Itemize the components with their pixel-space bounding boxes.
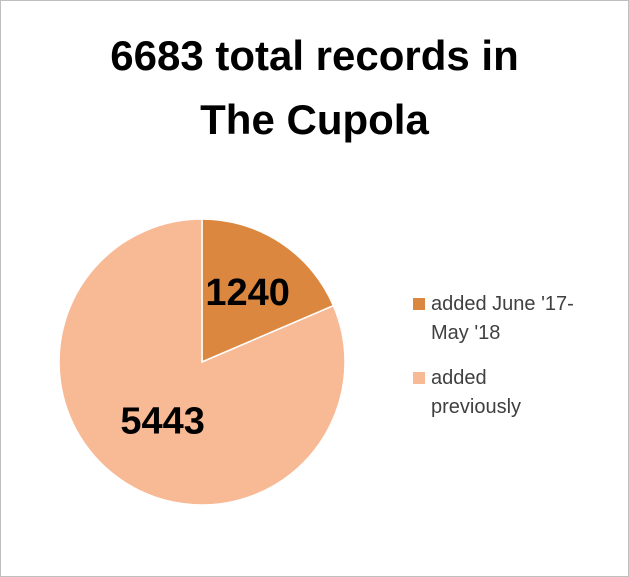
chart-title-line-2: The Cupola (200, 96, 429, 143)
pie-data-label-1: 5443 (120, 401, 205, 443)
legend-label-recent-line-1: added June '17- (431, 293, 574, 315)
chart-legend: added June '17- May '18 added previously (413, 290, 613, 438)
pie-data-label-0: 1240 (205, 272, 290, 314)
chart-title: 6683 total records in The Cupola (0, 24, 629, 152)
chart-title-line-1: 6683 total records in (110, 32, 519, 79)
legend-label-previous-line-1: added (431, 367, 487, 389)
legend-item-previous: added previously (413, 364, 613, 422)
legend-label-recent-line-2: May '18 (431, 322, 501, 344)
legend-item-recent: added June '17- May '18 (413, 290, 613, 348)
legend-swatch-recent (413, 298, 425, 310)
legend-label-previous-line-2: previously (431, 396, 522, 418)
pie-slice-0 (201, 218, 335, 364)
legend-swatch-previous (413, 372, 425, 384)
pie-slice-1 (58, 218, 346, 506)
